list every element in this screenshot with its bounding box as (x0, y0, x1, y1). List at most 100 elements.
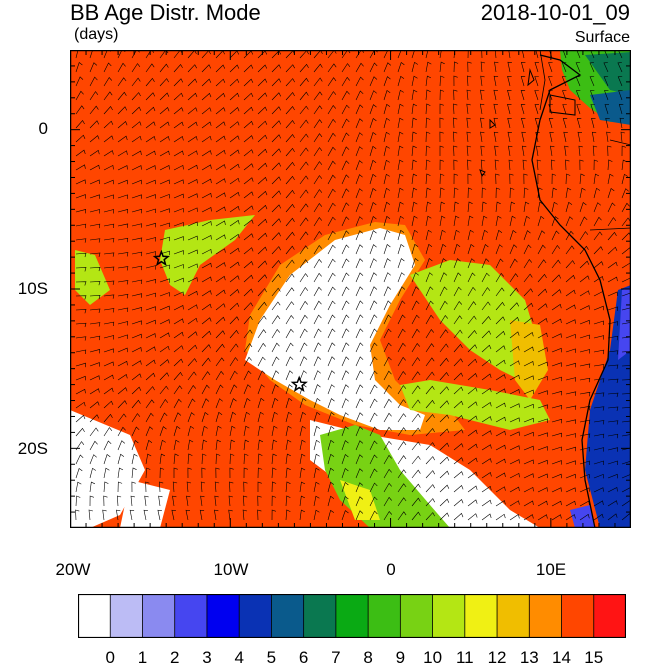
wind-barb (187, 121, 198, 129)
wind-barb (327, 314, 336, 325)
wind-barb (495, 472, 506, 479)
wind-barb (411, 497, 421, 507)
colorbar-cell (109, 594, 144, 638)
wind-barb (551, 362, 562, 367)
wind-barb (257, 397, 265, 409)
wind-barb (439, 61, 445, 73)
wind-barb (271, 356, 280, 367)
wind-barb (257, 204, 268, 213)
wind-barb (425, 498, 435, 507)
wind-barb (607, 145, 612, 157)
wind-barb (590, 104, 595, 115)
wind-barb (565, 289, 576, 297)
wind-barb (271, 273, 281, 283)
wind-barb (509, 431, 520, 437)
wind-barb (313, 230, 323, 241)
wind-barb (313, 314, 322, 325)
wind-barb (369, 118, 377, 129)
wind-barb (411, 75, 418, 87)
wind-barb (551, 259, 561, 269)
wind-barb (579, 187, 586, 199)
wind-barb (607, 378, 619, 384)
wind-barb (369, 412, 378, 423)
wind-barb (75, 209, 87, 214)
wind-barb (562, 118, 568, 129)
wind-barb (621, 336, 631, 341)
wind-barb (509, 360, 520, 367)
colorbar-label: 12 (487, 648, 507, 667)
wind-barb (607, 447, 619, 452)
wind-barb (617, 76, 623, 87)
wind-barb (439, 512, 450, 521)
wind-barb (551, 289, 562, 297)
wind-barb (159, 305, 170, 311)
wind-barb (271, 315, 281, 325)
wind-barb (103, 179, 114, 185)
wind-barb (425, 159, 431, 171)
wind-barb (229, 92, 240, 101)
wind-barb (565, 274, 576, 283)
wind-barb (229, 411, 237, 423)
wind-barb (621, 173, 628, 185)
wind-barb (383, 496, 392, 507)
wind-barb (159, 63, 169, 73)
wind-barb (425, 272, 433, 283)
wind-barb (131, 320, 142, 325)
wind-barb (327, 342, 336, 353)
wind-barb (75, 375, 86, 381)
wind-barb (523, 258, 533, 269)
wind-barb (229, 439, 235, 451)
wind-barb (355, 398, 364, 409)
wind-barb (593, 433, 605, 439)
wind-barb (593, 378, 605, 383)
wind-barb (229, 329, 239, 339)
wind-barb (439, 286, 448, 297)
wind-barb (604, 104, 610, 115)
wind-barb (439, 314, 449, 325)
wind-barb (243, 329, 253, 339)
wind-barb (299, 91, 309, 101)
wind-barb (271, 106, 282, 115)
wind-barb (229, 343, 239, 353)
wind-barb (299, 133, 309, 143)
wind-barb (243, 261, 254, 269)
wind-barb (579, 363, 591, 368)
wind-barb (299, 105, 309, 115)
wind-barb (187, 344, 198, 353)
wind-barb (425, 328, 435, 339)
colorbar (78, 594, 626, 638)
wind-barb (187, 453, 193, 465)
wind-barb (243, 78, 254, 87)
wind-barb (89, 467, 96, 479)
wind-barb (534, 76, 539, 87)
wind-barb (355, 510, 364, 521)
wind-barb (467, 457, 478, 465)
wind-barb (271, 453, 277, 465)
wind-barb (481, 402, 492, 409)
wind-barb (89, 440, 98, 451)
wind-barb (117, 293, 129, 299)
wind-barb (116, 509, 121, 521)
wind-barb (229, 302, 240, 311)
wind-barb (467, 471, 478, 479)
wind-barb (495, 458, 506, 465)
wind-barb (565, 260, 575, 269)
wind-barb (131, 208, 142, 214)
wind-barb (562, 104, 567, 115)
wind-barb (257, 370, 266, 381)
wind-barb (285, 453, 292, 465)
wind-barb (355, 132, 363, 143)
field-yellow-south (340, 480, 380, 520)
wind-barb (313, 370, 321, 381)
wind-barb (75, 362, 86, 368)
wind-barb (579, 513, 590, 521)
wind-barb (313, 105, 323, 115)
wind-barb (229, 219, 240, 227)
wind-barb (523, 417, 534, 423)
wind-barb (144, 495, 149, 507)
wind-barb (187, 107, 198, 115)
wind-barb (369, 62, 378, 73)
wind-barb (131, 92, 141, 101)
wind-barb (117, 307, 129, 312)
wind-barb (604, 50, 609, 59)
